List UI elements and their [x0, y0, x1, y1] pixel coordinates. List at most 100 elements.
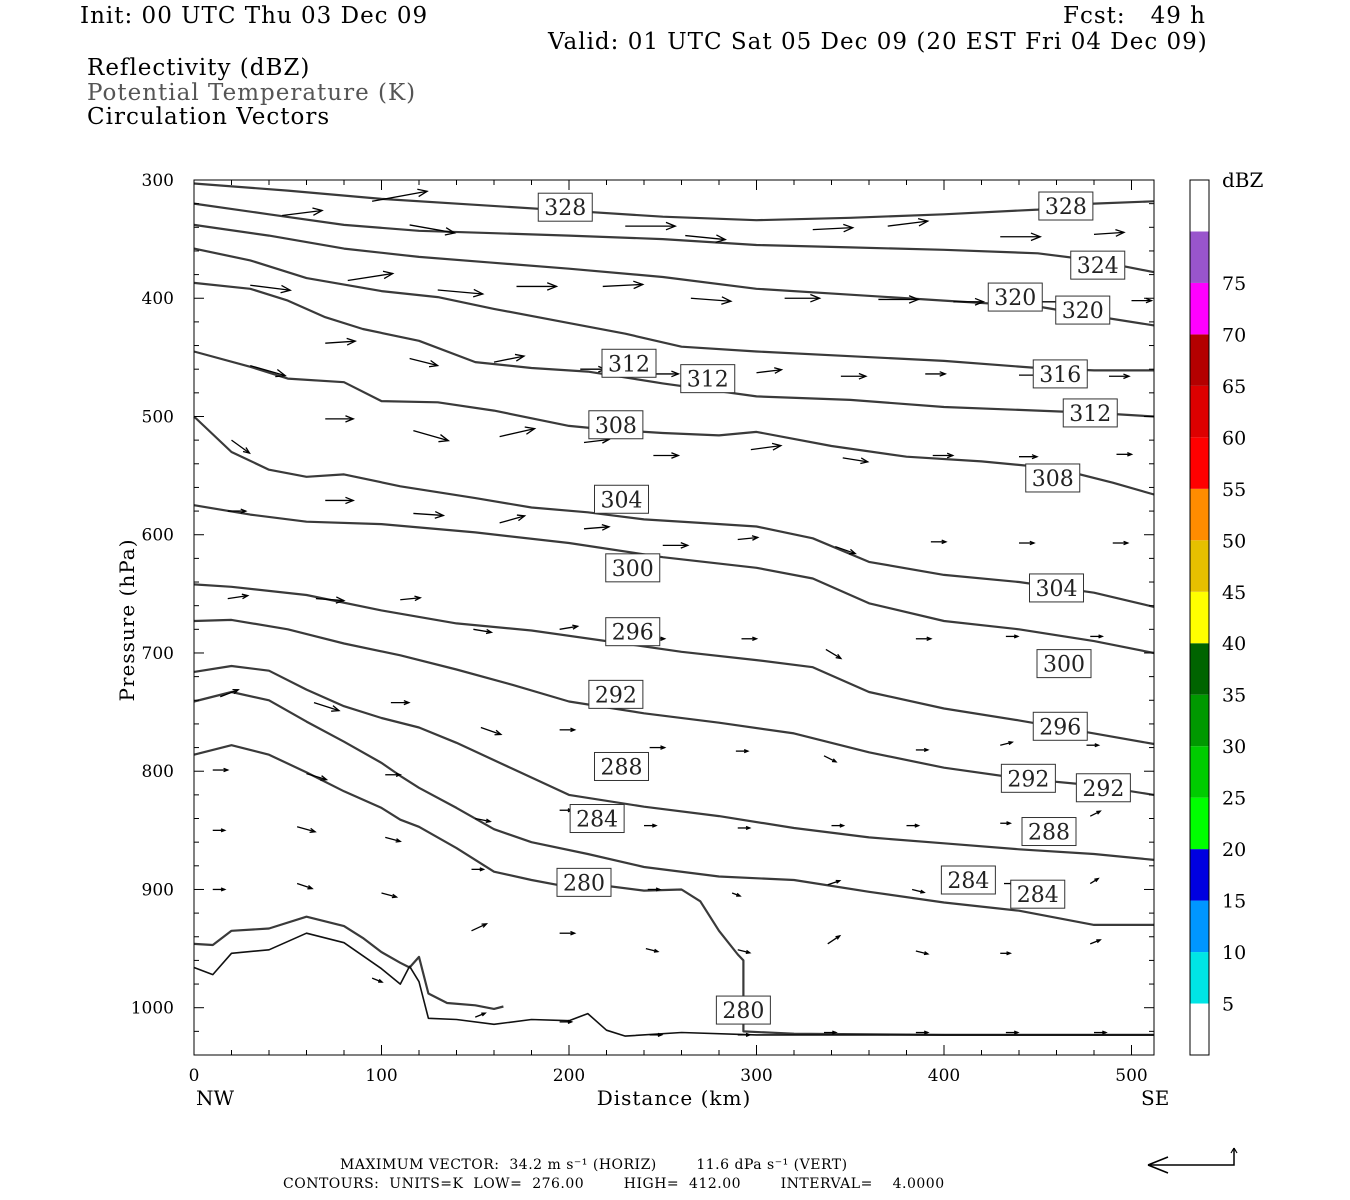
x-tick-label: 100 — [365, 1066, 397, 1086]
contour-328 — [193, 182, 1155, 222]
circulation-vector — [296, 826, 317, 834]
colorbar-label: 30 — [1222, 736, 1246, 758]
circulation-vector — [915, 1030, 930, 1035]
contour-label: 292 — [1075, 773, 1131, 803]
x-tick-label: 300 — [740, 1066, 772, 1086]
colorbar-label: 65 — [1222, 376, 1246, 398]
circulation-vector — [784, 293, 822, 303]
svg-text:280: 280 — [722, 999, 764, 1024]
colorbar-swatch — [1190, 540, 1209, 592]
circulation-vector — [842, 457, 870, 465]
svg-text:304: 304 — [601, 488, 643, 513]
x-tick-label: 400 — [928, 1066, 960, 1086]
circulation-vector — [471, 923, 489, 932]
circulation-vector — [1112, 540, 1130, 546]
circulation-vector — [735, 749, 750, 754]
colorbar-label: 60 — [1222, 427, 1246, 449]
circulation-vector — [1000, 232, 1043, 242]
contour-label: 304 — [594, 484, 649, 514]
circulation-vector — [212, 887, 227, 892]
circulation-vector — [878, 295, 921, 304]
circulation-vector — [325, 415, 356, 423]
contour-label: 328 — [1038, 191, 1094, 221]
circulation-vector — [212, 767, 230, 773]
y-axis-label: Pressure (hPa) — [115, 539, 139, 702]
colorbar-swatch — [1190, 694, 1209, 747]
svg-text:288: 288 — [601, 755, 643, 780]
circulation-vector — [1093, 228, 1126, 237]
svg-text:312: 312 — [608, 352, 650, 377]
contour-296 — [193, 583, 1155, 746]
y-tick-label: 700 — [142, 644, 174, 664]
circulation-vector — [1094, 1030, 1108, 1035]
contour-label: 292 — [588, 679, 644, 709]
circulation-vector — [831, 823, 846, 828]
y-tick-label: 500 — [142, 407, 174, 427]
y-tick-label: 800 — [142, 762, 174, 782]
contour-label: 312 — [680, 364, 736, 394]
contours-info: CONTOURS: UNITS=K LOW= 276.00 HIGH= 412.… — [283, 1176, 945, 1192]
circulation-vector — [227, 593, 250, 600]
circulation-vector — [471, 867, 486, 872]
contour-labels-layer: 328 328 324 320 320 312 312 316 312 308 308 304 304 3… — [537, 191, 1131, 1025]
field-reflectivity: Reflectivity (dBZ) — [87, 55, 311, 81]
colorbar-swatch — [1190, 488, 1209, 541]
circulation-vector — [227, 508, 248, 514]
circulation-vector — [812, 223, 855, 233]
circulation-vector — [516, 282, 559, 291]
contour-308 — [193, 350, 1155, 496]
circulation-vector — [296, 882, 314, 890]
circulation-vector — [437, 288, 485, 298]
svg-text:280: 280 — [563, 871, 605, 896]
circulation-vector — [1000, 821, 1013, 826]
circulation-vector — [1000, 741, 1014, 746]
init-time: Init: 00 UTC Thu 03 Dec 09 — [80, 3, 429, 29]
contour-label: 316 — [1032, 359, 1088, 389]
contour-label: 296 — [605, 617, 661, 647]
circulation-vector — [756, 367, 784, 374]
contour-label: 308 — [1025, 463, 1081, 493]
contour-label: 292 — [1000, 763, 1056, 793]
colorbar-label: 70 — [1222, 324, 1246, 346]
contour-label: 320 — [1055, 295, 1111, 325]
circulation-vector — [737, 825, 752, 831]
circulation-vector — [915, 747, 930, 753]
circulation-vector — [583, 523, 611, 531]
colorbar-swatch — [1190, 849, 1209, 901]
axes-layer: 0 100 200 300 400 500 300 400 500 600 700 800 900 100… — [131, 171, 1154, 1086]
circulation-vector — [1089, 810, 1102, 817]
circulation-vector — [887, 217, 930, 227]
colorbar-label: 10 — [1222, 942, 1246, 964]
circulation-vector — [475, 1012, 487, 1018]
circulation-vector — [381, 892, 399, 899]
valid-time: Valid: 01 UTC Sat 05 Dec 09 (20 EST Fri … — [548, 29, 1208, 55]
contour-label: 328 — [537, 192, 593, 222]
circulation-vector — [559, 624, 580, 630]
circulation-vector — [1131, 297, 1154, 304]
circulation-vector — [1090, 939, 1102, 945]
circulation-vector — [231, 439, 251, 455]
circulation-vector — [625, 221, 678, 231]
contour-284 — [193, 690, 1154, 926]
circulation-vector — [737, 949, 752, 954]
circulation-vector — [372, 188, 429, 202]
circulation-vector — [1116, 452, 1134, 457]
vectors-layer — [212, 188, 1154, 1037]
colorbar-swatch — [1190, 334, 1209, 386]
field-circulation-vectors: Circulation Vectors — [87, 104, 331, 130]
contour-label: 300 — [605, 553, 661, 583]
circulation-vector — [559, 727, 577, 733]
circulation-vector — [282, 207, 324, 217]
svg-text:308: 308 — [595, 414, 637, 439]
x-tick-label: 200 — [553, 1066, 585, 1086]
contour-label: 296 — [1032, 711, 1088, 741]
contour-label: 308 — [588, 410, 644, 440]
circulation-vector — [602, 280, 645, 290]
reference-vector — [1147, 1147, 1238, 1174]
svg-text:304: 304 — [1036, 577, 1078, 602]
svg-text:328: 328 — [544, 196, 586, 221]
circulation-vector — [649, 745, 667, 750]
contour-label: 324 — [1070, 250, 1126, 280]
circulation-vector — [559, 1019, 574, 1024]
circulation-vector — [250, 284, 292, 294]
